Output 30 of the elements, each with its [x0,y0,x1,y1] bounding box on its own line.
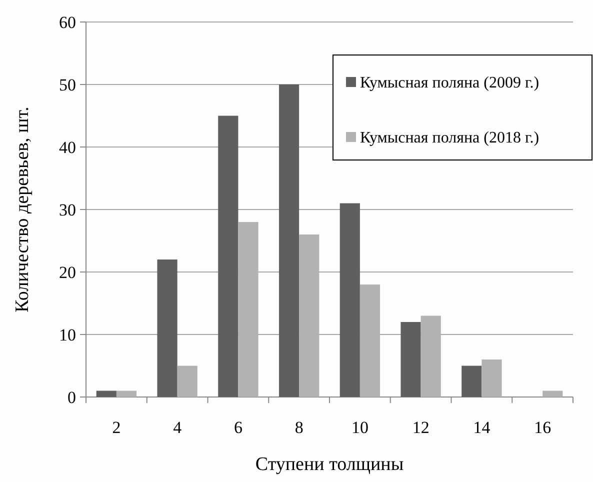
y-tick-label: 30 [59,200,76,220]
bar [218,116,238,397]
y-tick-label: 20 [59,262,76,282]
x-tick-label: 12 [412,418,430,437]
bar [340,203,360,397]
bar [177,366,198,397]
bar [157,260,178,397]
x-tick-label: 4 [173,418,182,437]
x-tick-label: 6 [234,418,242,437]
y-tick-label: 10 [59,325,76,344]
bar [462,366,482,397]
bar [278,84,300,397]
x-tick-label: 16 [534,418,552,437]
x-axis-title: Ступени толщины [255,454,404,475]
y-tick-label: 40 [59,138,76,157]
bar [400,322,421,397]
legend-label: Кумысная поляна (2009 г.) [360,74,540,92]
y-tick-label: 50 [59,75,76,94]
bar [96,390,116,397]
x-tick-label: 14 [473,418,491,437]
y-tick-label: 0 [68,388,76,407]
x-tick-label: 8 [294,418,304,437]
y-axis-title: Количество деревьев, шт. [12,106,33,312]
y-tick-label: 60 [59,12,76,32]
bar [482,360,502,397]
x-tick-label: 2 [112,418,121,437]
x-tick-label: 10 [351,418,368,437]
legend-label: Кумысная поляна (2018 г.) [360,130,540,147]
bar [542,390,563,397]
bar [116,390,137,397]
